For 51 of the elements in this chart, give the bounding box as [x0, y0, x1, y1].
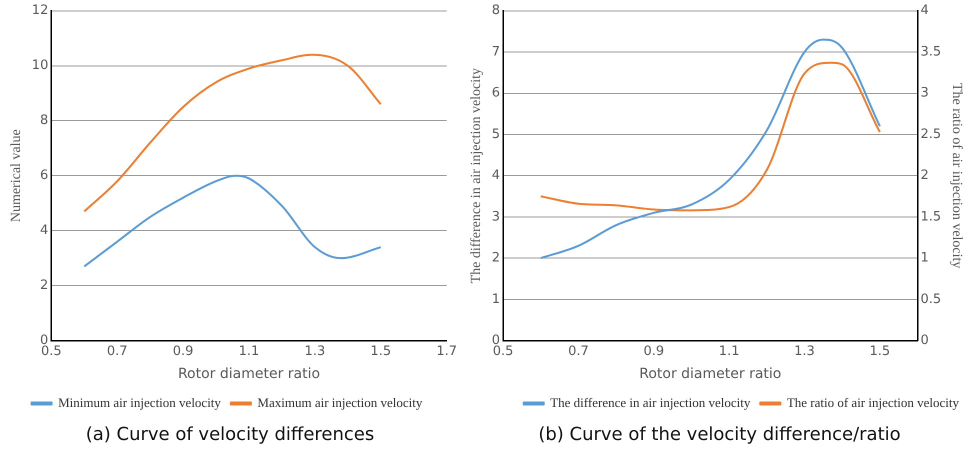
- y2-tick-label: 0: [920, 332, 929, 348]
- y-tick-label: 12: [32, 3, 48, 18]
- y-tick-label: 6: [40, 168, 48, 184]
- x-tick-label: 0.5: [41, 344, 62, 359]
- x-tick-label: 1.1: [238, 344, 260, 359]
- legend-label: The ratio of air injection velocity: [786, 394, 960, 410]
- y2-tick-label: 1: [920, 250, 929, 266]
- y2-tick-label: 4: [920, 3, 929, 18]
- y-tick-label: 4: [40, 223, 48, 238]
- x-axis-title: Rotor diameter ratio: [639, 366, 782, 382]
- y-axis-title: Numerical value: [9, 129, 24, 222]
- y-tick-label: 5: [492, 126, 500, 142]
- y-tick-label: 4: [492, 168, 500, 184]
- x-tick-label: 1.7: [436, 344, 458, 359]
- legend-label: The difference in air injection velocity: [550, 394, 751, 410]
- x-tick-label: 1.5: [370, 344, 392, 359]
- x-tick-label: 1.5: [870, 344, 890, 359]
- x-tick-label: 1.3: [794, 344, 815, 359]
- x-tick-label: 1.3: [304, 344, 326, 359]
- y-tick-label: 2: [40, 278, 48, 294]
- text: (a) Curve of velocity differences: [86, 424, 374, 445]
- x-tick-label: 0.7: [568, 344, 589, 359]
- x-tick-label: 0.9: [643, 344, 664, 359]
- x-tick-label: 0.5: [492, 344, 514, 359]
- x-tick-label: 1.1: [718, 344, 740, 359]
- x-tick-label: 0.7: [106, 344, 128, 359]
- y2-tick-label: 2: [920, 168, 929, 184]
- line-series: [540, 38, 881, 260]
- x-tick-label: 0.9: [172, 344, 194, 359]
- text: (b) Curve of the velocity difference/ratio: [538, 424, 901, 445]
- y2-tick-label: 0.5: [920, 292, 942, 307]
- y2-tick-label: 1.5: [920, 209, 942, 224]
- y-tick-label: 3: [492, 209, 500, 224]
- y-tick-label: 7: [492, 44, 500, 60]
- y-tick-label: 2: [492, 250, 500, 266]
- y2-tick-label: 2.5: [920, 126, 942, 142]
- line-series: [540, 62, 881, 212]
- y-tick-label: 8: [40, 113, 48, 128]
- y-tick-label: 6: [492, 86, 500, 101]
- line-series: [83, 174, 382, 268]
- y-tick-label: 8: [492, 3, 500, 18]
- legend-label: Maximum air injection velocity: [257, 394, 423, 410]
- line-series: [83, 54, 382, 212]
- y-axis-title: The difference in air injection velocity: [469, 68, 484, 284]
- y2-tick-label: 3.5: [920, 44, 942, 60]
- y-tick-label: 10: [32, 58, 48, 74]
- y-tick-label: 1: [492, 292, 500, 307]
- legend-label: Minimum air injection velocity: [58, 394, 222, 410]
- x-axis-title: Rotor diameter ratio: [178, 366, 320, 382]
- y2-tick-label: 3: [920, 86, 929, 101]
- y2-axis-title: The ratio of air injection velocity: [948, 82, 964, 268]
